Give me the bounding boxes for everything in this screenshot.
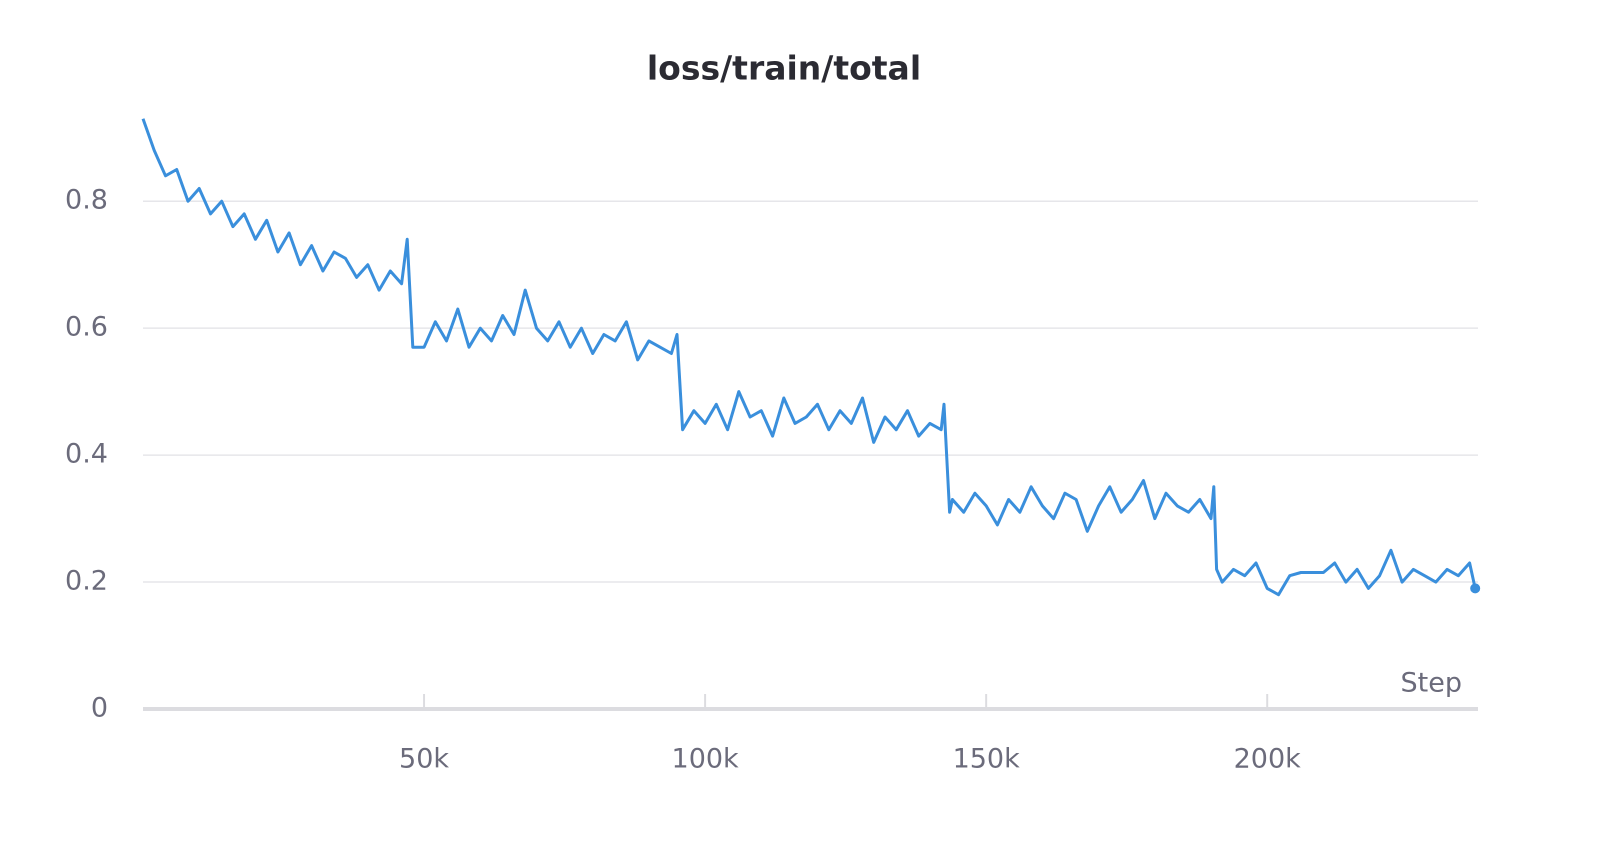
chart-title: loss/train/total bbox=[647, 49, 921, 88]
y-tick-label: 0.8 bbox=[65, 185, 108, 216]
y-tick-label: 0 bbox=[91, 693, 108, 724]
x-tick-label: 100k bbox=[672, 744, 740, 775]
end-point bbox=[1470, 583, 1481, 594]
y-tick-label: 0.4 bbox=[65, 439, 108, 470]
x-tick-label: 50k bbox=[399, 744, 449, 775]
x-tick-label: 150k bbox=[953, 744, 1021, 775]
line bbox=[141, 118, 1477, 597]
x-tick-label: 200k bbox=[1234, 744, 1302, 775]
x-axis-label: Step bbox=[1401, 668, 1462, 699]
y-tick-label: 0.6 bbox=[65, 312, 108, 343]
y-tick-label: 0.2 bbox=[65, 566, 108, 597]
